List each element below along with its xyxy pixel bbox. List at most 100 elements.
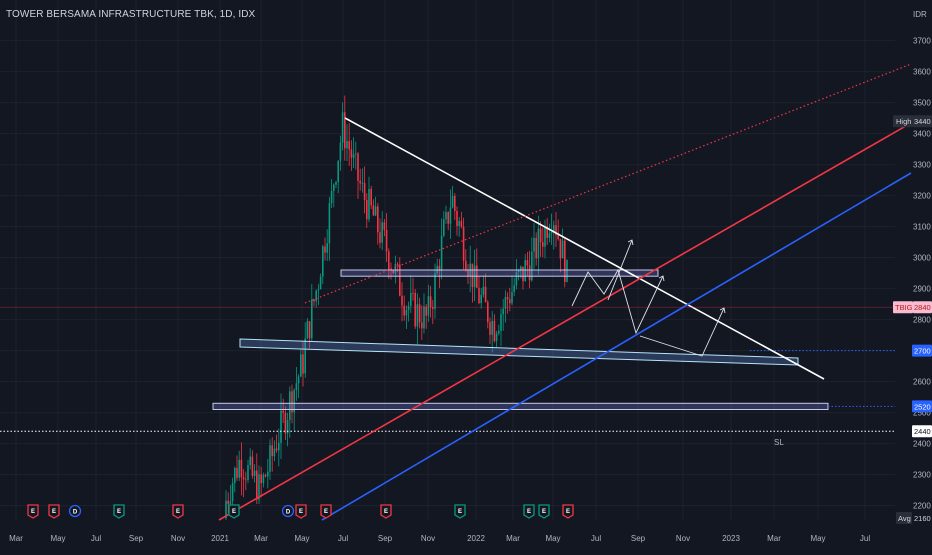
candle-body	[337, 160, 339, 182]
last-price-name: TBIG	[895, 303, 913, 312]
candle-body	[381, 222, 383, 243]
earnings-marker-label: E	[458, 509, 462, 515]
candle-body	[513, 285, 515, 292]
earnings-marker-label: E	[384, 509, 388, 515]
y-tick-label: 3200	[913, 192, 931, 201]
candle-body	[399, 264, 401, 296]
candle-body	[432, 307, 434, 309]
candle-body	[412, 292, 414, 294]
candle-body	[260, 474, 262, 484]
candle-body	[546, 226, 548, 238]
candle-body	[407, 305, 410, 310]
candle-body	[447, 212, 449, 224]
candle-body	[502, 308, 504, 315]
forecast-path-b	[607, 239, 633, 301]
candle-body	[306, 321, 309, 339]
candle-body	[247, 465, 249, 480]
candles	[225, 95, 568, 521]
candle-body	[240, 459, 243, 478]
candle-body	[264, 475, 267, 477]
arrow-head	[658, 275, 665, 282]
earnings-marker	[454, 504, 466, 519]
price-levels: 2700 2520 2440 SL	[0, 344, 932, 447]
candle-body	[383, 222, 386, 230]
y-tick-label: 2200	[913, 502, 931, 511]
earnings-marker-label: E	[31, 509, 35, 515]
candle-body	[555, 225, 557, 236]
candle-body	[434, 273, 436, 309]
support-box	[340, 269, 659, 277]
candle-body	[394, 264, 397, 274]
candle-body	[405, 309, 408, 316]
candle-body	[443, 219, 445, 236]
price-level-tag	[912, 425, 932, 438]
candle-body	[280, 410, 282, 443]
x-tick-label: Jul	[91, 534, 101, 543]
candle-body	[487, 302, 489, 323]
high-tag-box	[893, 115, 913, 128]
dotted-projection-line	[304, 63, 912, 304]
candle-body	[269, 445, 271, 472]
candle-body	[403, 305, 405, 316]
earnings-marker	[27, 504, 39, 519]
candle-body	[414, 292, 416, 327]
candle-body	[401, 295, 403, 306]
x-axis: Mar May Jul Sep Nov 2021 Mar May Jul Sep Nov 2022 Ma…	[9, 534, 870, 543]
candle-body	[465, 260, 467, 270]
candle-body	[302, 354, 304, 374]
candle-body	[462, 226, 465, 261]
x-tick-label: 2022	[467, 534, 485, 543]
candle-body	[445, 212, 447, 220]
dividend-marker	[68, 504, 82, 518]
candle-body	[506, 297, 509, 300]
y-tick-label: 3300	[913, 161, 931, 170]
candle-body	[416, 304, 419, 327]
arrow-head	[627, 239, 634, 246]
earnings-marker	[523, 504, 535, 519]
candle-body	[533, 237, 535, 252]
candle-body	[258, 474, 260, 500]
candle-body	[297, 376, 300, 384]
candle-body	[559, 238, 562, 259]
candle-body	[352, 154, 355, 158]
candle-body	[357, 153, 359, 181]
candle-body	[480, 294, 482, 304]
x-tick-label: Sep	[378, 534, 393, 543]
candle-body	[308, 321, 311, 339]
candle-body	[242, 477, 245, 480]
axis-tags: High 3440 TBIG 2840 Avg 2160	[0, 115, 932, 524]
y-tick-label: 3700	[913, 37, 931, 46]
forecast-path	[571, 239, 726, 357]
x-tick-label: Mar	[506, 534, 520, 543]
earnings-marker-label: E	[52, 509, 56, 515]
earnings-marker-label: E	[566, 509, 570, 515]
candle-body	[388, 251, 390, 270]
x-tick-label: Jul	[338, 534, 348, 543]
dividend-marker-label: D	[286, 510, 291, 516]
candle-body	[300, 354, 302, 377]
candle-body	[425, 306, 427, 316]
x-tick-label: Sep	[631, 534, 646, 543]
candle-body	[236, 467, 238, 478]
support-box	[212, 402, 829, 410]
candle-body	[421, 322, 423, 329]
earnings-marker-label: E	[299, 509, 303, 515]
earnings-marker	[48, 504, 60, 519]
x-tick-label: Jul	[591, 534, 601, 543]
grid-lines	[0, 0, 895, 520]
candle-body	[359, 180, 361, 184]
x-tick-label: Mar	[9, 534, 23, 543]
candle-body	[341, 112, 344, 143]
price-level-tag	[912, 344, 932, 357]
candle-body	[429, 296, 432, 308]
candle-body	[304, 338, 306, 374]
sloped-support-box	[239, 338, 799, 366]
earnings-marker	[380, 504, 392, 519]
y-tick-label: 2400	[913, 440, 931, 449]
candle-body	[267, 471, 269, 477]
y-tick-label: 2300	[913, 471, 931, 480]
candle-body	[449, 207, 452, 224]
candle-body	[550, 231, 553, 234]
